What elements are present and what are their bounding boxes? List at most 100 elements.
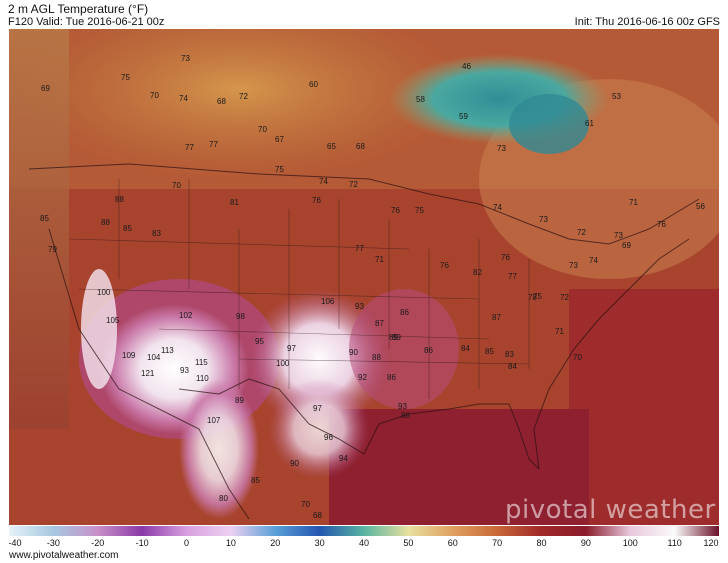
pacific-ocean (9, 29, 69, 429)
station-temperature-label: 121 (141, 369, 155, 378)
station-temperature-label: 77 (185, 143, 194, 152)
station-temperature-label: 73 (539, 215, 548, 224)
colorbar-tick-label: 60 (447, 538, 458, 548)
station-temperature-label: 84 (508, 362, 517, 371)
station-temperature-label: 90 (349, 348, 358, 357)
station-temperature-label: 68 (217, 97, 226, 106)
station-temperature-label: 104 (147, 353, 161, 362)
colorbar-tick-label: 40 (358, 538, 370, 548)
colorbar (9, 526, 719, 536)
gulf-coastline (363, 403, 540, 470)
init-time: Init: Thu 2016-06-16 00z GFS (574, 16, 720, 28)
warm-north-area (19, 29, 459, 179)
station-temperature-label: 71 (629, 198, 638, 207)
atlantic-ocean (569, 289, 719, 525)
colorbar-tick-label: 0 (183, 538, 190, 548)
station-temperature-label: 98 (236, 312, 245, 321)
station-temperature-label: 72 (560, 293, 569, 302)
station-temperature-label: 88 (101, 218, 110, 227)
colorbar-tick-label: -30 (46, 538, 60, 548)
colorbar-ticks: -40 -30 -20 -10 0 10 20 30 40 50 60 70 80 90 100 110 120 (8, 538, 719, 550)
station-temperature-label: 100 (97, 288, 111, 297)
station-temperature-label: 71 (555, 327, 564, 336)
colorbar-tick-label: -10 (135, 538, 149, 548)
station-temperature-label: 97 (313, 404, 322, 413)
station-temperature-label: 70 (301, 500, 310, 509)
colorbar-tick-label: 90 (580, 538, 591, 548)
station-temperature-label: 109 (122, 351, 136, 360)
station-temperature-label: 69 (41, 84, 50, 93)
station-temperature-label: 100 (276, 359, 290, 368)
station-temperature-label: 105 (106, 316, 120, 325)
station-temperature-label: 74 (179, 94, 188, 103)
station-temperature-label: 69 (622, 241, 631, 250)
station-temperature-label: 96 (324, 433, 333, 442)
valid-time: F120 Valid: Tue 2016-06-21 00z (8, 16, 165, 28)
station-temperature-label: 84 (461, 344, 470, 353)
station-temperature-label: 83 (505, 350, 514, 359)
station-temperature-label: 86 (400, 308, 409, 317)
site-url: www.pivotalweather.com (9, 550, 119, 561)
station-temperature-label: 83 (152, 229, 161, 238)
atlantic-coastline (533, 238, 690, 470)
station-temperature-label: 89 (235, 396, 244, 405)
station-temperature-label: 72 (577, 228, 586, 237)
station-temperature-label: 102 (179, 311, 193, 320)
station-temperature-label: 82 (473, 268, 482, 277)
station-temperature-label: 88 (372, 353, 381, 362)
station-temperature-label: 85 (123, 224, 132, 233)
station-temperature-label: 85 (485, 347, 494, 356)
station-temperature-label: 87 (492, 313, 501, 322)
station-temperature-label: 115 (195, 358, 208, 367)
station-temperature-label: 74 (319, 177, 328, 186)
station-temperature-label: 88 (115, 195, 124, 204)
james-bay-cool (509, 94, 589, 154)
station-temperature-label: 73 (181, 54, 190, 63)
station-temperature-label: 85 (40, 214, 49, 223)
central-heat-area (349, 289, 459, 409)
station-temperature-label: 61 (585, 119, 594, 128)
station-temperature-label: 75 (121, 73, 130, 82)
station-temperature-label: 46 (462, 62, 471, 71)
station-temperature-label: 76 (657, 220, 666, 229)
temperature-map: 69 75 73 74 70 68 72 70 77 77 67 65 68 60 58 59 46 53 61 73… (9, 29, 719, 525)
station-temperature-label: 72 (349, 180, 358, 189)
colorbar-tick-label: 120 (703, 538, 719, 548)
station-temperature-label: 76 (391, 206, 400, 215)
station-temperature-label: 76 (312, 196, 321, 205)
station-temperature-label: 77 (355, 244, 364, 253)
station-temperature-label: 77 (508, 272, 517, 281)
station-temperature-label: 94 (339, 454, 348, 463)
station-temperature-label: 72 (239, 92, 248, 101)
map-title: 2 m AGL Temperature (°F) (8, 2, 149, 16)
station-temperature-label: 56 (696, 202, 705, 211)
station-temperature-label: 53 (612, 92, 621, 101)
station-temperature-label: 95 (255, 337, 264, 346)
station-temperature-label: 93 (355, 302, 364, 311)
station-temperature-label: 89 (392, 333, 401, 342)
station-temperature-label: 68 (356, 142, 365, 151)
map-header: 2 m AGL Temperature (°F) F120 Valid: Tue… (0, 0, 728, 29)
colorbar-tick-label: 10 (225, 538, 236, 548)
station-temperature-label: 65 (327, 142, 336, 151)
station-temperature-label: 68 (313, 511, 322, 520)
station-temperature-label: 77 (209, 140, 218, 149)
california-valley-heat (81, 269, 117, 389)
station-temperature-label: 58 (416, 95, 425, 104)
station-temperature-label: 76 (440, 261, 449, 270)
station-temperature-label: 70 (150, 91, 159, 100)
colorbar-tick-label: 110 (667, 538, 682, 548)
pivotal-weather-watermark: pivotal weather (505, 495, 716, 525)
gulf-of-mexico (329, 409, 589, 525)
station-temperature-label: 87 (375, 319, 384, 328)
station-temperature-label: 93 (180, 366, 189, 375)
colorbar-tick-label: 50 (403, 538, 414, 548)
colorbar-tick-label: 30 (314, 538, 325, 548)
station-temperature-label: 78 (528, 293, 537, 302)
station-temperature-label: 85 (251, 476, 260, 485)
station-temperature-label: 93 (398, 402, 407, 411)
colorbar-gradient (9, 526, 719, 536)
station-temperature-label: 113 (161, 346, 174, 355)
